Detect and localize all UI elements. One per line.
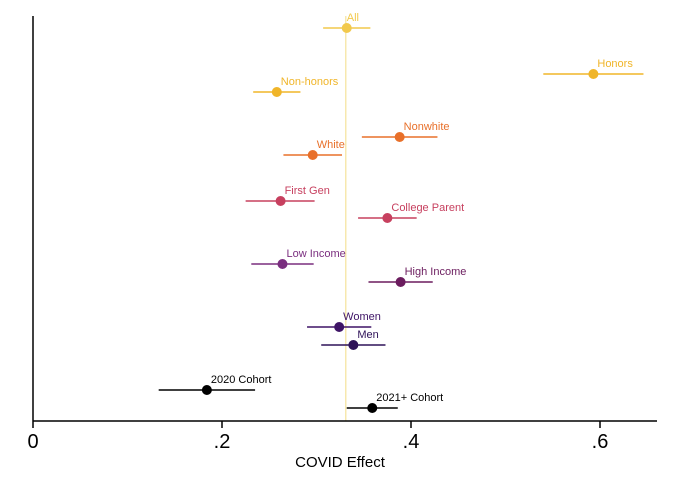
x-axis-title: COVID Effect [295, 454, 386, 471]
estimate-label: White [317, 139, 345, 151]
estimate-point [395, 277, 406, 287]
estimate-label: Men [357, 329, 378, 341]
estimate-nonwhite: Nonwhite [361, 121, 450, 142]
estimate-label: Honors [597, 58, 633, 70]
estimate-non-honors: Non-honors [253, 76, 339, 97]
estimate-point [382, 213, 393, 223]
estimate-label: All [347, 12, 359, 24]
estimate-point [341, 23, 352, 33]
estimate-high-income: High Income [368, 266, 466, 287]
estimate-point [271, 87, 282, 97]
estimate-women: Women [307, 311, 381, 332]
estimate-point [277, 259, 288, 269]
estimate-label: High Income [405, 266, 467, 278]
estimate-all: All [323, 12, 371, 33]
estimate-label: Women [343, 311, 381, 323]
estimate-label: Low Income [286, 248, 345, 260]
estimate-honors: Honors [543, 58, 644, 79]
estimate-point [201, 385, 212, 395]
estimate-men: Men [321, 329, 386, 350]
estimate-point [307, 150, 318, 160]
estimate-2021-cohort: 2021+ Cohort [346, 392, 443, 413]
estimate-point [367, 403, 378, 413]
estimate-label: 2020 Cohort [211, 374, 272, 386]
estimate-point [588, 69, 599, 79]
estimate-label: 2021+ Cohort [376, 392, 443, 404]
estimate-point [348, 340, 359, 350]
estimate-label: First Gen [285, 185, 330, 197]
estimate-low-income: Low Income [251, 248, 346, 269]
estimate-label: Nonwhite [404, 121, 450, 133]
x-tick-label: .4 [403, 431, 420, 453]
estimate-white: White [283, 139, 345, 160]
estimate-college-parent: College Parent [358, 202, 464, 223]
estimate-point [334, 322, 345, 332]
x-tick-label: 0 [27, 431, 38, 453]
estimates: All Honors Non-honors Nonwhite White First Ge… [158, 12, 644, 413]
estimate-first-gen: First Gen [245, 185, 330, 206]
x-ticks: 0 .2 .4 .6 [27, 421, 608, 453]
estimate-label: Non-honors [281, 76, 339, 88]
estimate-point [394, 132, 405, 142]
estimate-label: College Parent [391, 202, 464, 214]
estimate-2020-cohort: 2020 Cohort [158, 374, 272, 395]
estimate-point [275, 196, 286, 206]
x-tick-label: .2 [214, 431, 231, 453]
x-tick-label: .6 [592, 431, 609, 453]
